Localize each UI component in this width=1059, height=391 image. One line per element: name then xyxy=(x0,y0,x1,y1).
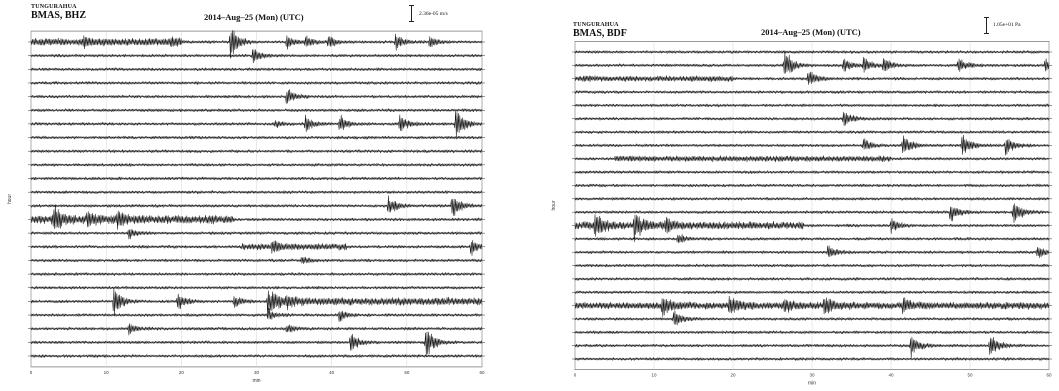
hour-trace xyxy=(574,183,1050,188)
hour-trace xyxy=(30,163,483,167)
hour-trace xyxy=(30,108,483,113)
hour-trace xyxy=(574,155,1050,163)
y-axis-label: hour xyxy=(7,194,13,204)
hour-trace xyxy=(30,176,483,181)
amplitude-scale-bar xyxy=(409,5,415,22)
x-axis-label: min xyxy=(808,381,816,387)
chart-title: 2014–Aug–25 (Mon) (UTC) xyxy=(761,27,861,37)
hour-trace xyxy=(30,204,483,230)
hour-trace xyxy=(574,170,1050,174)
hour-trace xyxy=(30,272,483,276)
hour-trace xyxy=(30,135,483,140)
amplitude-scale-label: 1.05e+01 Pa xyxy=(993,22,1021,28)
chart-title: 2014–Aug–25 (Mon) (UTC) xyxy=(204,12,304,22)
hour-trace xyxy=(30,285,483,290)
hour-trace xyxy=(30,30,483,59)
hour-trace xyxy=(574,90,1050,94)
hour-trace xyxy=(574,234,1050,244)
hour-trace xyxy=(30,307,483,322)
amplitude-scale-bar xyxy=(984,17,990,34)
hour-trace xyxy=(30,67,483,72)
amplitude-scale-label: 2.36e-05 m/s xyxy=(419,11,448,17)
helicorder-panel-bhz: TUNGURAHUA BMAS, BHZ 2014–Aug–25 (Mon) (… xyxy=(0,0,500,391)
x-axis-label: min xyxy=(252,378,260,384)
x-tick-label: 20 xyxy=(730,373,736,378)
hour-trace xyxy=(574,103,1050,108)
x-tick-label: 10 xyxy=(651,373,657,378)
hour-trace xyxy=(30,354,483,358)
hour-trace xyxy=(574,295,1050,317)
hour-trace xyxy=(574,197,1050,201)
hour-trace xyxy=(30,323,483,336)
volcano-name: TUNGURAHUA xyxy=(573,22,619,28)
x-tick-label: 30 xyxy=(254,370,260,375)
hour-trace xyxy=(30,149,483,154)
x-tick-label: 50 xyxy=(967,373,973,378)
hour-trace xyxy=(30,49,483,64)
helicorder-plot-bdf: 0 10 20 30 40 50 60 min hour xyxy=(551,41,1052,387)
x-tick-label: 0 xyxy=(30,370,33,375)
helicorder-plot-bhz: 0 10 20 30 40 50 60 min hour xyxy=(7,30,485,384)
hour-trace xyxy=(30,81,483,85)
x-tick-label: 50 xyxy=(404,370,410,375)
x-tick-label: 60 xyxy=(1046,373,1052,378)
station-channel: BMAS, BDF xyxy=(573,28,627,39)
hour-trace xyxy=(30,331,483,356)
hour-trace xyxy=(574,51,1050,74)
x-tick-label: 0 xyxy=(574,373,577,378)
hour-trace xyxy=(574,277,1050,281)
hour-trace xyxy=(574,50,1050,54)
x-tick-label: 40 xyxy=(888,373,894,378)
volcano-name: TUNGURAHUA xyxy=(31,4,77,10)
hour-trace xyxy=(574,263,1050,268)
hour-trace xyxy=(574,290,1050,295)
hour-trace xyxy=(30,288,483,316)
hour-trace xyxy=(30,89,483,104)
hour-trace xyxy=(574,336,1050,359)
x-tick-label: 30 xyxy=(809,373,815,378)
hour-trace xyxy=(30,110,483,137)
helicorder-panel-bdf: TUNGURAHUA BMAS, BDF 2014–Aug–25 (Mon) (… xyxy=(535,0,1059,391)
x-tick-label: 10 xyxy=(104,370,110,375)
hour-trace xyxy=(30,190,483,195)
hour-trace xyxy=(574,330,1050,335)
hour-trace xyxy=(574,71,1050,85)
hour-trace xyxy=(30,240,483,256)
hour-trace xyxy=(574,130,1050,134)
hour-trace xyxy=(30,256,483,264)
y-axis-label: hour xyxy=(551,200,557,210)
x-tick-label: 60 xyxy=(479,370,485,375)
hour-trace xyxy=(574,357,1050,361)
hour-trace xyxy=(574,203,1050,223)
hour-trace xyxy=(574,214,1050,243)
hour-trace xyxy=(574,245,1050,258)
x-tick-label: 20 xyxy=(179,370,185,375)
hour-trace xyxy=(574,310,1050,326)
x-tick-label: 40 xyxy=(329,370,335,375)
hour-trace xyxy=(574,134,1050,156)
hour-trace xyxy=(574,111,1050,127)
hour-trace xyxy=(30,195,483,216)
hour-trace xyxy=(30,229,483,240)
station-channel: BMAS, BHZ xyxy=(31,10,87,21)
